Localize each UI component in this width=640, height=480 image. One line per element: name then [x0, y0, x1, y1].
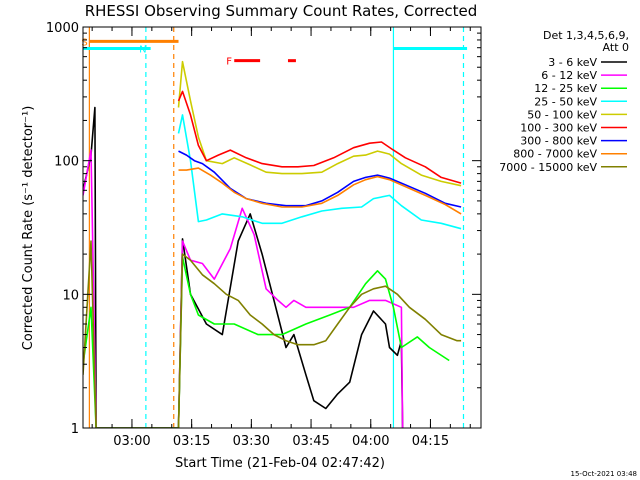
series-7000-15000-kev: [83, 240, 462, 428]
legend-label-25-50-kev: 25 - 50 keV: [534, 95, 597, 108]
legend-header-line-1: Det 1,3,4,5,6,9,: [543, 29, 629, 42]
series-800-7000-kev: [178, 167, 462, 215]
x-tick-label: 04:00: [352, 434, 389, 449]
y-tick-label: 10: [62, 288, 79, 303]
plot-date-footer: 15-Oct-2021 03:48: [571, 470, 637, 478]
series-100-300-kev: [177, 90, 462, 184]
plot-area: S N F: [81, 26, 482, 429]
x-tick-label: 03:45: [292, 434, 329, 449]
legend-label-3-6-kev: 3 - 6 keV: [548, 56, 597, 69]
x-tick-label: 04:15: [412, 434, 449, 449]
x-tick-label: 03:00: [113, 434, 150, 449]
series-layer: [83, 60, 462, 428]
y-tick-label: 1: [71, 422, 79, 437]
instrument-state-lines: [88, 27, 465, 428]
status-bar-label: S: [81, 37, 87, 48]
plot-frame: [82, 26, 482, 429]
y-axis-label: Corrected Count Rate (s⁻¹ detector⁻¹): [21, 106, 36, 351]
legend-header-line-2: Att 0: [603, 41, 629, 54]
x-axis-label: Start Time (21-Feb-04 02:47:42): [175, 456, 385, 471]
status-bar-label: N: [139, 45, 146, 56]
legend-label-7000-15000-kev: 7000 - 15000 keV: [499, 161, 597, 174]
y-axis: 1 10 100 1000: [46, 21, 481, 437]
x-axis: 03:00 03:15 03:30 03:45 04:00 04:15: [91, 27, 471, 449]
legend-label-50-100-kev: 50 - 100 keV: [527, 108, 597, 121]
x-tick-label: 03:30: [233, 434, 270, 449]
status-bar-label: F: [226, 57, 232, 68]
y-tick-label: 100: [54, 155, 79, 170]
x-tick-label: 03:15: [173, 434, 210, 449]
series-50-100-kev: [177, 60, 462, 187]
legend-label-300-800-kev: 300 - 800 keV: [520, 135, 597, 148]
legend-label-100-300-kev: 100 - 300 keV: [520, 122, 597, 135]
legend-label-6-12-kev: 6 - 12 keV: [541, 69, 597, 82]
series-300-800-kev: [178, 150, 462, 208]
legend-label-12-25-kev: 12 - 25 keV: [534, 82, 597, 95]
chart-title: RHESSI Observing Summary Count Rates, Co…: [85, 2, 478, 20]
status-bars: S N F: [81, 37, 468, 68]
y-tick-label: 1000: [46, 21, 79, 36]
legend-label-800-7000-kev: 800 - 7000 keV: [513, 148, 597, 161]
series-25-50-kev: [177, 114, 462, 230]
